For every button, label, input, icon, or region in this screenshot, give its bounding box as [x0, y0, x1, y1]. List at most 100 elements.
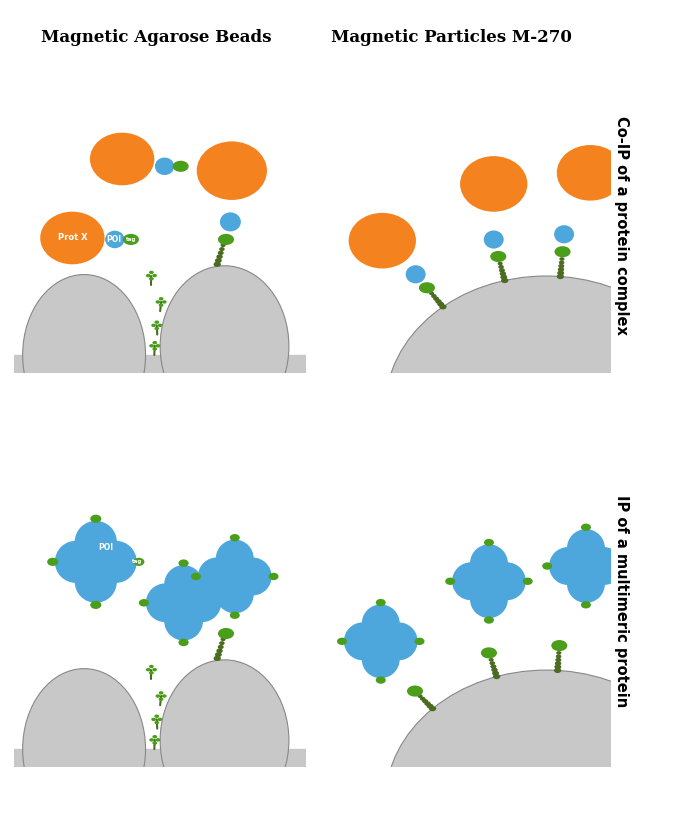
Ellipse shape: [460, 156, 527, 212]
Ellipse shape: [214, 656, 221, 661]
Text: tag: tag: [126, 237, 136, 242]
Ellipse shape: [146, 668, 151, 672]
Text: Prot X: Prot X: [58, 233, 87, 242]
Ellipse shape: [155, 158, 174, 175]
Text: Magnetic Particles M-270: Magnetic Particles M-270: [330, 29, 572, 46]
Ellipse shape: [153, 341, 157, 344]
Ellipse shape: [433, 297, 439, 301]
Ellipse shape: [159, 691, 164, 694]
Ellipse shape: [491, 667, 498, 672]
Ellipse shape: [154, 326, 159, 330]
Ellipse shape: [375, 676, 386, 684]
Ellipse shape: [155, 694, 160, 698]
Ellipse shape: [162, 694, 167, 698]
Ellipse shape: [470, 580, 508, 618]
Ellipse shape: [500, 272, 506, 276]
Ellipse shape: [149, 277, 154, 281]
Text: POI: POI: [98, 543, 113, 552]
Ellipse shape: [437, 302, 444, 307]
Ellipse shape: [567, 565, 605, 603]
Ellipse shape: [83, 549, 108, 574]
Ellipse shape: [216, 540, 254, 578]
Ellipse shape: [581, 601, 591, 609]
Ellipse shape: [218, 234, 234, 245]
Ellipse shape: [549, 547, 587, 585]
Ellipse shape: [385, 276, 694, 539]
Ellipse shape: [217, 649, 223, 653]
Ellipse shape: [146, 583, 185, 622]
Ellipse shape: [151, 717, 156, 721]
Ellipse shape: [234, 558, 271, 596]
Ellipse shape: [133, 558, 144, 566]
Ellipse shape: [344, 622, 382, 660]
Ellipse shape: [160, 660, 289, 818]
Ellipse shape: [221, 637, 226, 641]
Ellipse shape: [149, 671, 154, 675]
Ellipse shape: [218, 599, 228, 607]
Ellipse shape: [407, 685, 423, 697]
Ellipse shape: [218, 628, 234, 639]
Ellipse shape: [420, 697, 425, 701]
Ellipse shape: [230, 534, 239, 542]
Ellipse shape: [445, 578, 455, 585]
Ellipse shape: [555, 658, 561, 662]
Ellipse shape: [558, 267, 564, 272]
Ellipse shape: [555, 664, 561, 669]
Ellipse shape: [499, 268, 505, 272]
Ellipse shape: [554, 667, 561, 673]
Ellipse shape: [219, 247, 225, 251]
Ellipse shape: [406, 265, 425, 283]
Ellipse shape: [198, 558, 236, 596]
Ellipse shape: [435, 299, 441, 303]
Ellipse shape: [484, 616, 494, 623]
Ellipse shape: [427, 703, 434, 708]
Ellipse shape: [555, 246, 570, 258]
Ellipse shape: [152, 274, 157, 277]
Ellipse shape: [488, 562, 526, 600]
Ellipse shape: [452, 562, 490, 600]
Ellipse shape: [155, 300, 160, 303]
Ellipse shape: [105, 231, 124, 248]
Ellipse shape: [585, 547, 623, 585]
Ellipse shape: [90, 133, 154, 186]
Ellipse shape: [151, 324, 156, 327]
Ellipse shape: [337, 638, 347, 645]
Ellipse shape: [557, 274, 564, 279]
Ellipse shape: [215, 258, 222, 263]
Ellipse shape: [152, 668, 157, 672]
Ellipse shape: [94, 541, 137, 583]
Ellipse shape: [380, 622, 418, 660]
Ellipse shape: [385, 670, 694, 818]
Ellipse shape: [223, 565, 246, 588]
Ellipse shape: [230, 612, 239, 619]
Ellipse shape: [218, 251, 223, 255]
Ellipse shape: [422, 699, 428, 703]
Ellipse shape: [90, 600, 101, 609]
Ellipse shape: [557, 145, 624, 200]
Ellipse shape: [159, 698, 164, 701]
Ellipse shape: [160, 266, 289, 427]
Bar: [14, 749, 307, 766]
Ellipse shape: [439, 304, 446, 309]
Ellipse shape: [362, 640, 400, 678]
Ellipse shape: [214, 262, 221, 267]
Ellipse shape: [501, 278, 509, 283]
Ellipse shape: [498, 262, 502, 265]
Ellipse shape: [90, 515, 101, 523]
Ellipse shape: [429, 291, 434, 295]
Ellipse shape: [155, 344, 160, 348]
Ellipse shape: [191, 573, 201, 580]
Ellipse shape: [620, 562, 629, 569]
Ellipse shape: [153, 348, 157, 351]
Ellipse shape: [431, 294, 437, 298]
Ellipse shape: [362, 605, 400, 642]
Ellipse shape: [40, 212, 105, 264]
Ellipse shape: [489, 658, 493, 662]
Ellipse shape: [47, 558, 58, 566]
Ellipse shape: [219, 641, 225, 645]
Ellipse shape: [55, 541, 97, 583]
Ellipse shape: [149, 344, 154, 348]
Ellipse shape: [149, 271, 154, 274]
Ellipse shape: [218, 645, 223, 649]
Ellipse shape: [414, 638, 425, 645]
